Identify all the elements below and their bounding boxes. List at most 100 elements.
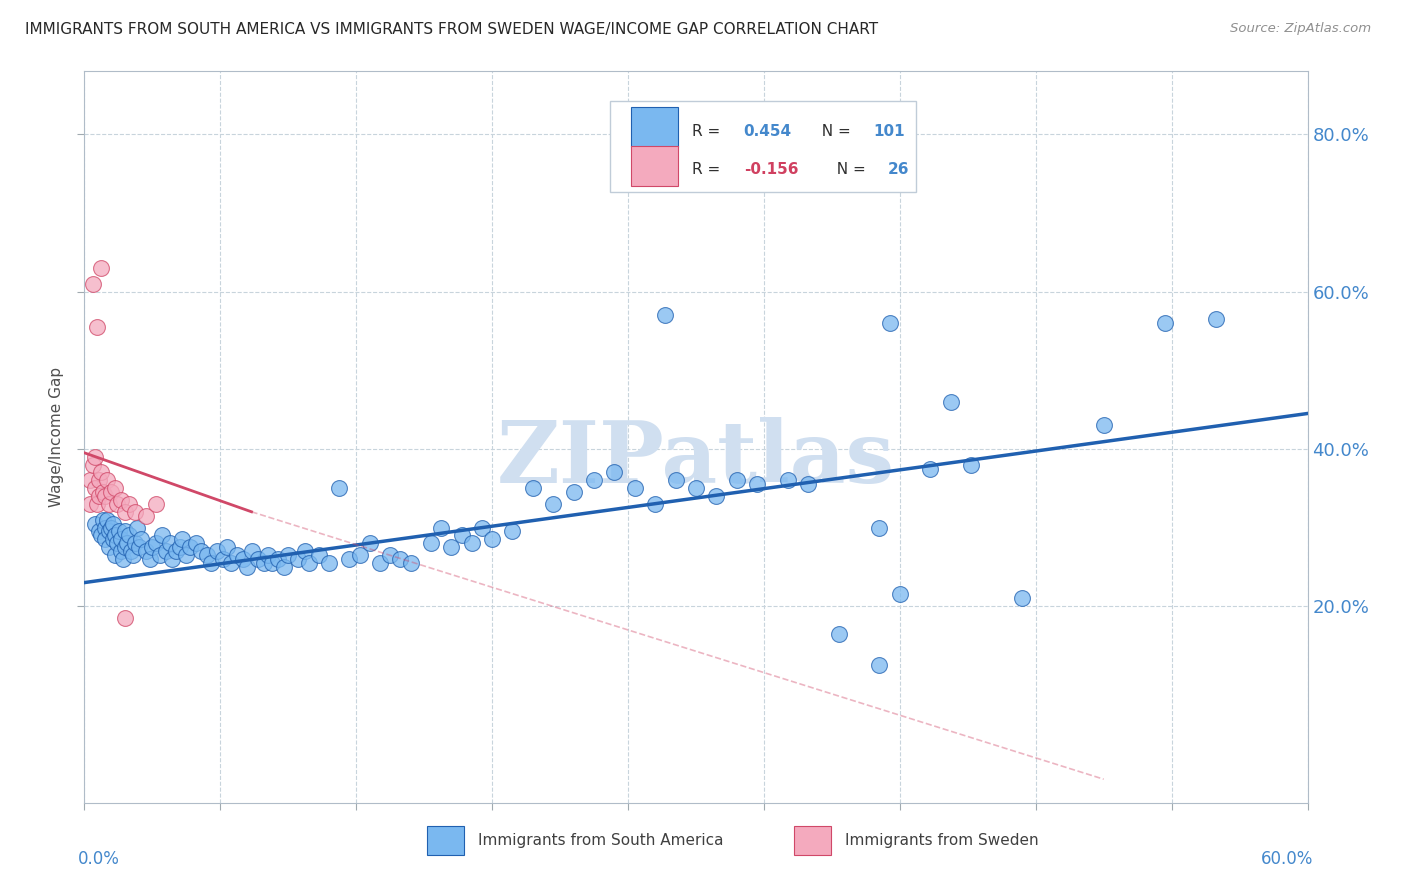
Point — [186, 536, 208, 550]
Point — [190, 544, 212, 558]
Point — [96, 513, 118, 527]
FancyBboxPatch shape — [794, 826, 831, 855]
Point — [879, 316, 901, 330]
Point — [461, 536, 484, 550]
Point — [583, 473, 606, 487]
Point — [159, 536, 181, 550]
Point — [236, 559, 259, 574]
Point — [114, 540, 136, 554]
Point — [226, 548, 249, 562]
Point — [349, 548, 371, 562]
Point — [93, 489, 115, 503]
Point — [200, 556, 222, 570]
Point — [339, 552, 361, 566]
Point — [79, 473, 101, 487]
Point — [481, 533, 503, 547]
Point — [112, 552, 135, 566]
Point — [118, 528, 141, 542]
Point — [889, 587, 911, 601]
Point — [83, 516, 105, 531]
Point — [389, 552, 412, 566]
Point — [118, 497, 141, 511]
Text: Source: ZipAtlas.com: Source: ZipAtlas.com — [1230, 22, 1371, 36]
Point — [87, 473, 110, 487]
Text: 101: 101 — [873, 124, 905, 138]
Point — [685, 481, 707, 495]
Point — [287, 552, 309, 566]
Point — [257, 548, 280, 562]
Point — [1205, 312, 1227, 326]
Point — [603, 466, 626, 480]
Point — [232, 552, 254, 566]
Point — [273, 559, 295, 574]
Point — [522, 481, 544, 495]
Point — [298, 556, 321, 570]
Text: -0.156: -0.156 — [744, 162, 799, 178]
Point — [212, 552, 235, 566]
Point — [267, 552, 290, 566]
FancyBboxPatch shape — [610, 101, 917, 192]
Point — [104, 481, 127, 495]
Point — [471, 520, 494, 534]
Point — [83, 450, 105, 464]
Text: N =: N = — [813, 124, 856, 138]
Point — [86, 320, 108, 334]
Point — [359, 536, 381, 550]
Point — [87, 524, 110, 539]
Point — [105, 497, 128, 511]
Point — [108, 524, 131, 539]
Point — [440, 540, 463, 554]
Point — [747, 477, 769, 491]
Point — [138, 552, 160, 566]
Point — [430, 520, 453, 534]
Point — [105, 536, 128, 550]
Point — [115, 536, 138, 550]
Point — [706, 489, 728, 503]
Point — [145, 536, 167, 550]
Text: 0.0%: 0.0% — [79, 850, 120, 868]
Point — [179, 540, 201, 554]
Point — [155, 544, 177, 558]
Point — [124, 536, 146, 550]
Point — [869, 658, 891, 673]
Point — [131, 533, 153, 547]
Point — [562, 485, 585, 500]
Point — [110, 533, 132, 547]
Point — [420, 536, 443, 550]
Point — [91, 485, 114, 500]
Point — [624, 481, 647, 495]
Point — [83, 481, 105, 495]
Point — [97, 540, 120, 554]
Point — [114, 524, 136, 539]
Point — [776, 473, 799, 487]
Point — [725, 473, 748, 487]
Point — [110, 544, 132, 558]
Point — [869, 520, 891, 534]
Point — [104, 548, 127, 562]
Point — [665, 473, 688, 487]
Point — [920, 461, 942, 475]
Point — [82, 277, 104, 291]
Text: IMMIGRANTS FROM SOUTH AMERICA VS IMMIGRANTS FROM SWEDEN WAGE/INCOME GAP CORRELAT: IMMIGRANTS FROM SOUTH AMERICA VS IMMIGRA… — [25, 22, 879, 37]
Point — [86, 497, 108, 511]
Point — [165, 544, 187, 558]
Text: Immigrants from Sweden: Immigrants from Sweden — [845, 833, 1039, 848]
Point — [145, 497, 167, 511]
Point — [114, 505, 136, 519]
Point — [205, 544, 228, 558]
Point — [1154, 316, 1177, 330]
Point — [169, 540, 191, 554]
Point — [91, 513, 114, 527]
Point — [217, 540, 239, 554]
Point — [380, 548, 402, 562]
Point — [277, 548, 299, 562]
Point — [93, 520, 115, 534]
Point — [174, 548, 197, 562]
Point — [150, 528, 173, 542]
Point — [172, 533, 194, 547]
Text: Immigrants from South America: Immigrants from South America — [478, 833, 724, 848]
Point — [960, 458, 983, 472]
Point — [149, 548, 172, 562]
Point — [260, 556, 283, 570]
Point — [1092, 418, 1115, 433]
